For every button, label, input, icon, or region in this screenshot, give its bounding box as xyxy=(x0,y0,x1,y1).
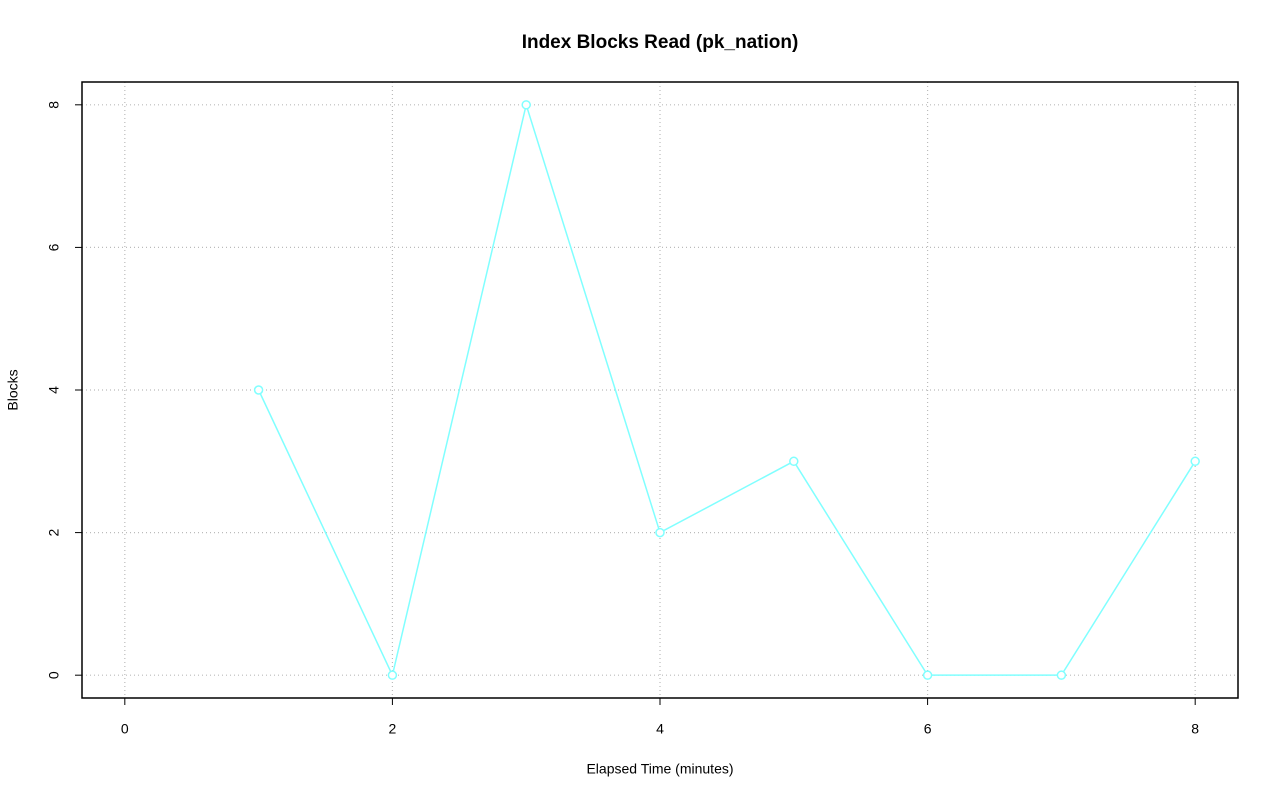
y-tick-label: 8 xyxy=(46,101,62,109)
y-tick-label: 2 xyxy=(46,528,62,536)
point xyxy=(922,670,933,680)
x-tick-label: 2 xyxy=(389,721,397,737)
x-tick-label: 0 xyxy=(121,721,129,737)
point xyxy=(387,670,398,680)
x-tick-label: 8 xyxy=(1191,721,1199,737)
chart-title: Index Blocks Read (pk_nation) xyxy=(522,32,799,53)
point xyxy=(521,100,531,110)
y-tick-label: 0 xyxy=(46,671,62,679)
point xyxy=(789,456,799,467)
point xyxy=(1190,456,1200,467)
y-axis-label: Blocks xyxy=(5,369,21,410)
x-axis-label: Elapsed Time (minutes) xyxy=(586,761,733,777)
x-tick-label: 6 xyxy=(924,721,932,737)
point xyxy=(655,527,665,538)
point xyxy=(253,385,264,395)
y-tick-label: 4 xyxy=(46,386,62,394)
y-tick-label: 6 xyxy=(46,243,62,251)
plot-frame xyxy=(81,81,1239,699)
point xyxy=(1056,670,1067,680)
line xyxy=(257,101,1196,678)
x-tick-label: 4 xyxy=(656,721,664,737)
